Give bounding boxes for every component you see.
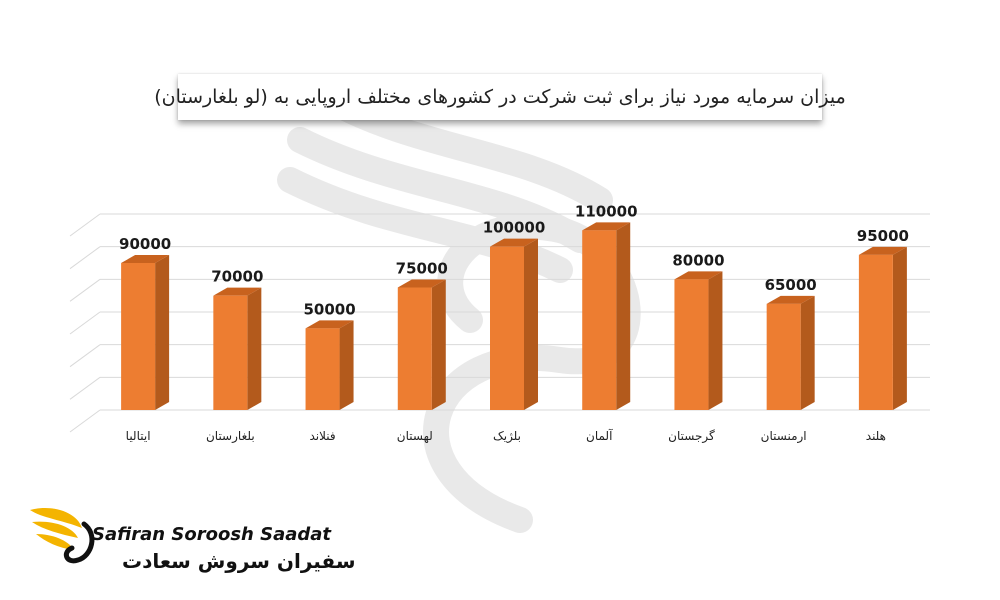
data-label: 80000 [672,251,724,269]
bar [305,320,354,410]
bar [674,271,723,410]
category-label: بلغارستان [206,429,255,444]
brand-name-farsi: سفیران سروش سعادت [122,549,356,573]
bar-side [247,287,262,410]
data-label: 110000 [575,202,638,220]
data-labels: 90000 70000 50000 75000 100000 110000 80000 650… [119,202,909,318]
data-label: 100000 [483,219,546,237]
category-label: گرجستان [668,429,715,444]
bar-side [155,255,170,410]
grid-line-side [69,246,101,270]
bar-top [213,287,262,296]
bar-front [582,230,617,410]
bar [858,246,907,410]
bar-top [674,271,723,280]
bar-front [858,254,893,410]
category-label: ارمنستان [761,429,807,444]
swan-wing-icon [30,508,95,564]
bar-front [766,303,801,410]
chart-title-box: میزان سرمایه مورد نیاز برای ثبت شرکت در … [154,74,846,120]
bar-side [524,238,538,410]
category-label: ایتالیا [126,429,151,443]
bar-top [766,295,815,304]
data-label: 95000 [857,227,909,245]
data-label: 70000 [211,268,263,286]
bar [397,279,446,410]
chart-title: میزان سرمایه مورد نیاز برای ثبت شرکت در … [154,86,846,108]
data-label: 90000 [119,235,171,253]
bar-top [305,320,354,329]
category-label: بلژیک [493,429,521,444]
category-labels: ایتالیا بلغارستان فنلاند لهستان بلژیک آلمان گر… [126,428,886,444]
bar-top [490,238,538,247]
grid-line-side [69,278,101,302]
category-label: فنلاند [309,429,335,443]
bar [490,238,538,410]
bar-front [397,287,432,410]
bar-side [708,271,723,410]
bar-front [674,279,709,410]
bar-front [490,246,524,410]
category-label: هلند [866,429,886,443]
bar-top [582,222,631,231]
bar-front [305,328,340,410]
brand-logo: Safiran Soroosh Saadat سفیران سروش سعادت [22,494,356,584]
category-label: آلمان [586,428,613,443]
bar-top [858,246,907,255]
bar-front [121,263,156,410]
bar-front [213,295,248,410]
bar-side [431,279,446,410]
data-label: 75000 [396,260,448,278]
category-label: لهستان [397,429,433,443]
bars [121,222,907,410]
bar [213,287,262,410]
data-label: 50000 [303,300,355,318]
grid-line-side [69,376,101,400]
bar [121,255,170,410]
bar-top [397,279,446,288]
bar-side [339,320,354,410]
grid-line-side [69,213,101,237]
bar [766,295,815,410]
brand-name-latin: Safiran Soroosh Saadat [92,524,332,545]
bar [582,222,631,410]
bar-side [800,295,815,410]
grid-line-side [69,409,101,433]
grid-line-side [69,311,101,335]
data-label: 65000 [765,276,817,294]
bar-side [616,222,631,410]
grid-line-side [69,344,101,368]
bar-top [121,255,170,263]
bar-side [892,246,907,410]
